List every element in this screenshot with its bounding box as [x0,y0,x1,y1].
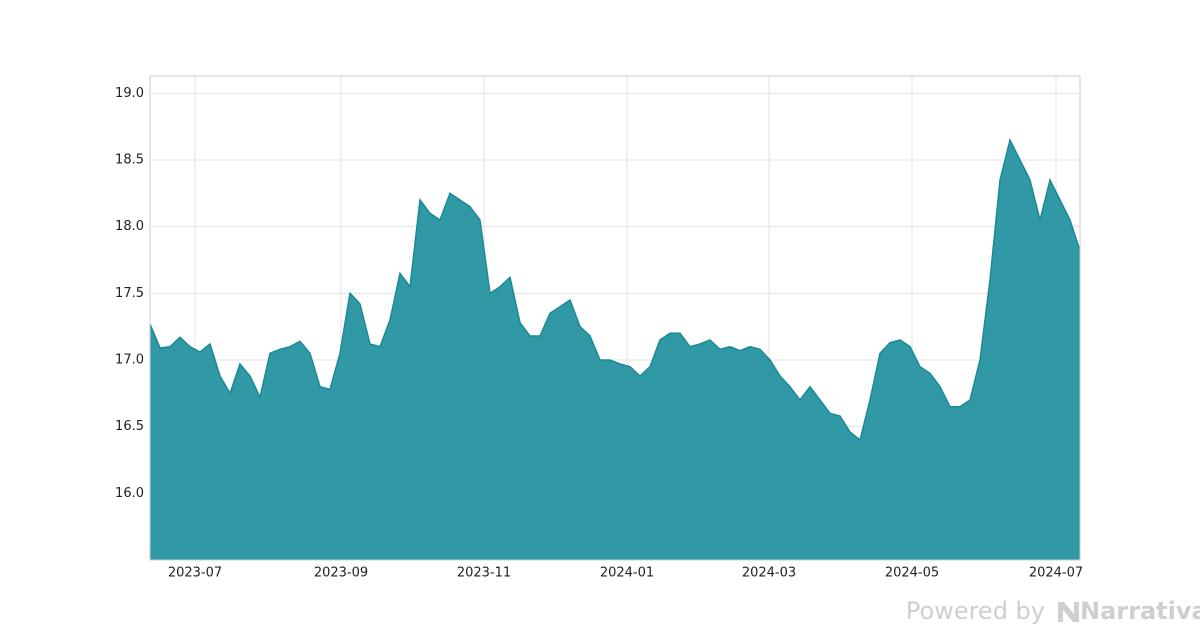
line [149,137,1081,442]
area [150,140,1080,560]
y-tick-label: 18.0 [115,219,144,234]
y-tick-label: 19.0 [115,86,144,101]
labels: 16.0 16.5 17.0 17.5 18.0 18.5 19.0 2023-07 2023-… [115,86,1083,581]
y-tick-label: 16.5 [115,419,144,434]
x-tick-label: 2024-05 [885,566,939,581]
y-tick-label: 16.0 [115,486,144,501]
x-tick-label: 2024-01 [600,566,654,581]
x-tick-label: 2023-07 [168,566,222,581]
y-tick-label: 18.5 [115,153,144,168]
x-tick-label: 2023-09 [314,566,368,581]
footer-brand: Narrativa [1080,597,1200,625]
x-tick-label: 2024-03 [742,566,796,581]
marks [149,137,1081,560]
y-tick-label: 17.5 [115,286,144,301]
plot-border [149,75,1081,561]
x-tick-label: 2024-07 [1029,566,1083,581]
y-tick-label: 17.0 [115,353,144,368]
brand-logo [1058,602,1079,622]
x-tick-label: 2023-11 [457,566,511,581]
footer-text: Powered by [906,597,1045,625]
